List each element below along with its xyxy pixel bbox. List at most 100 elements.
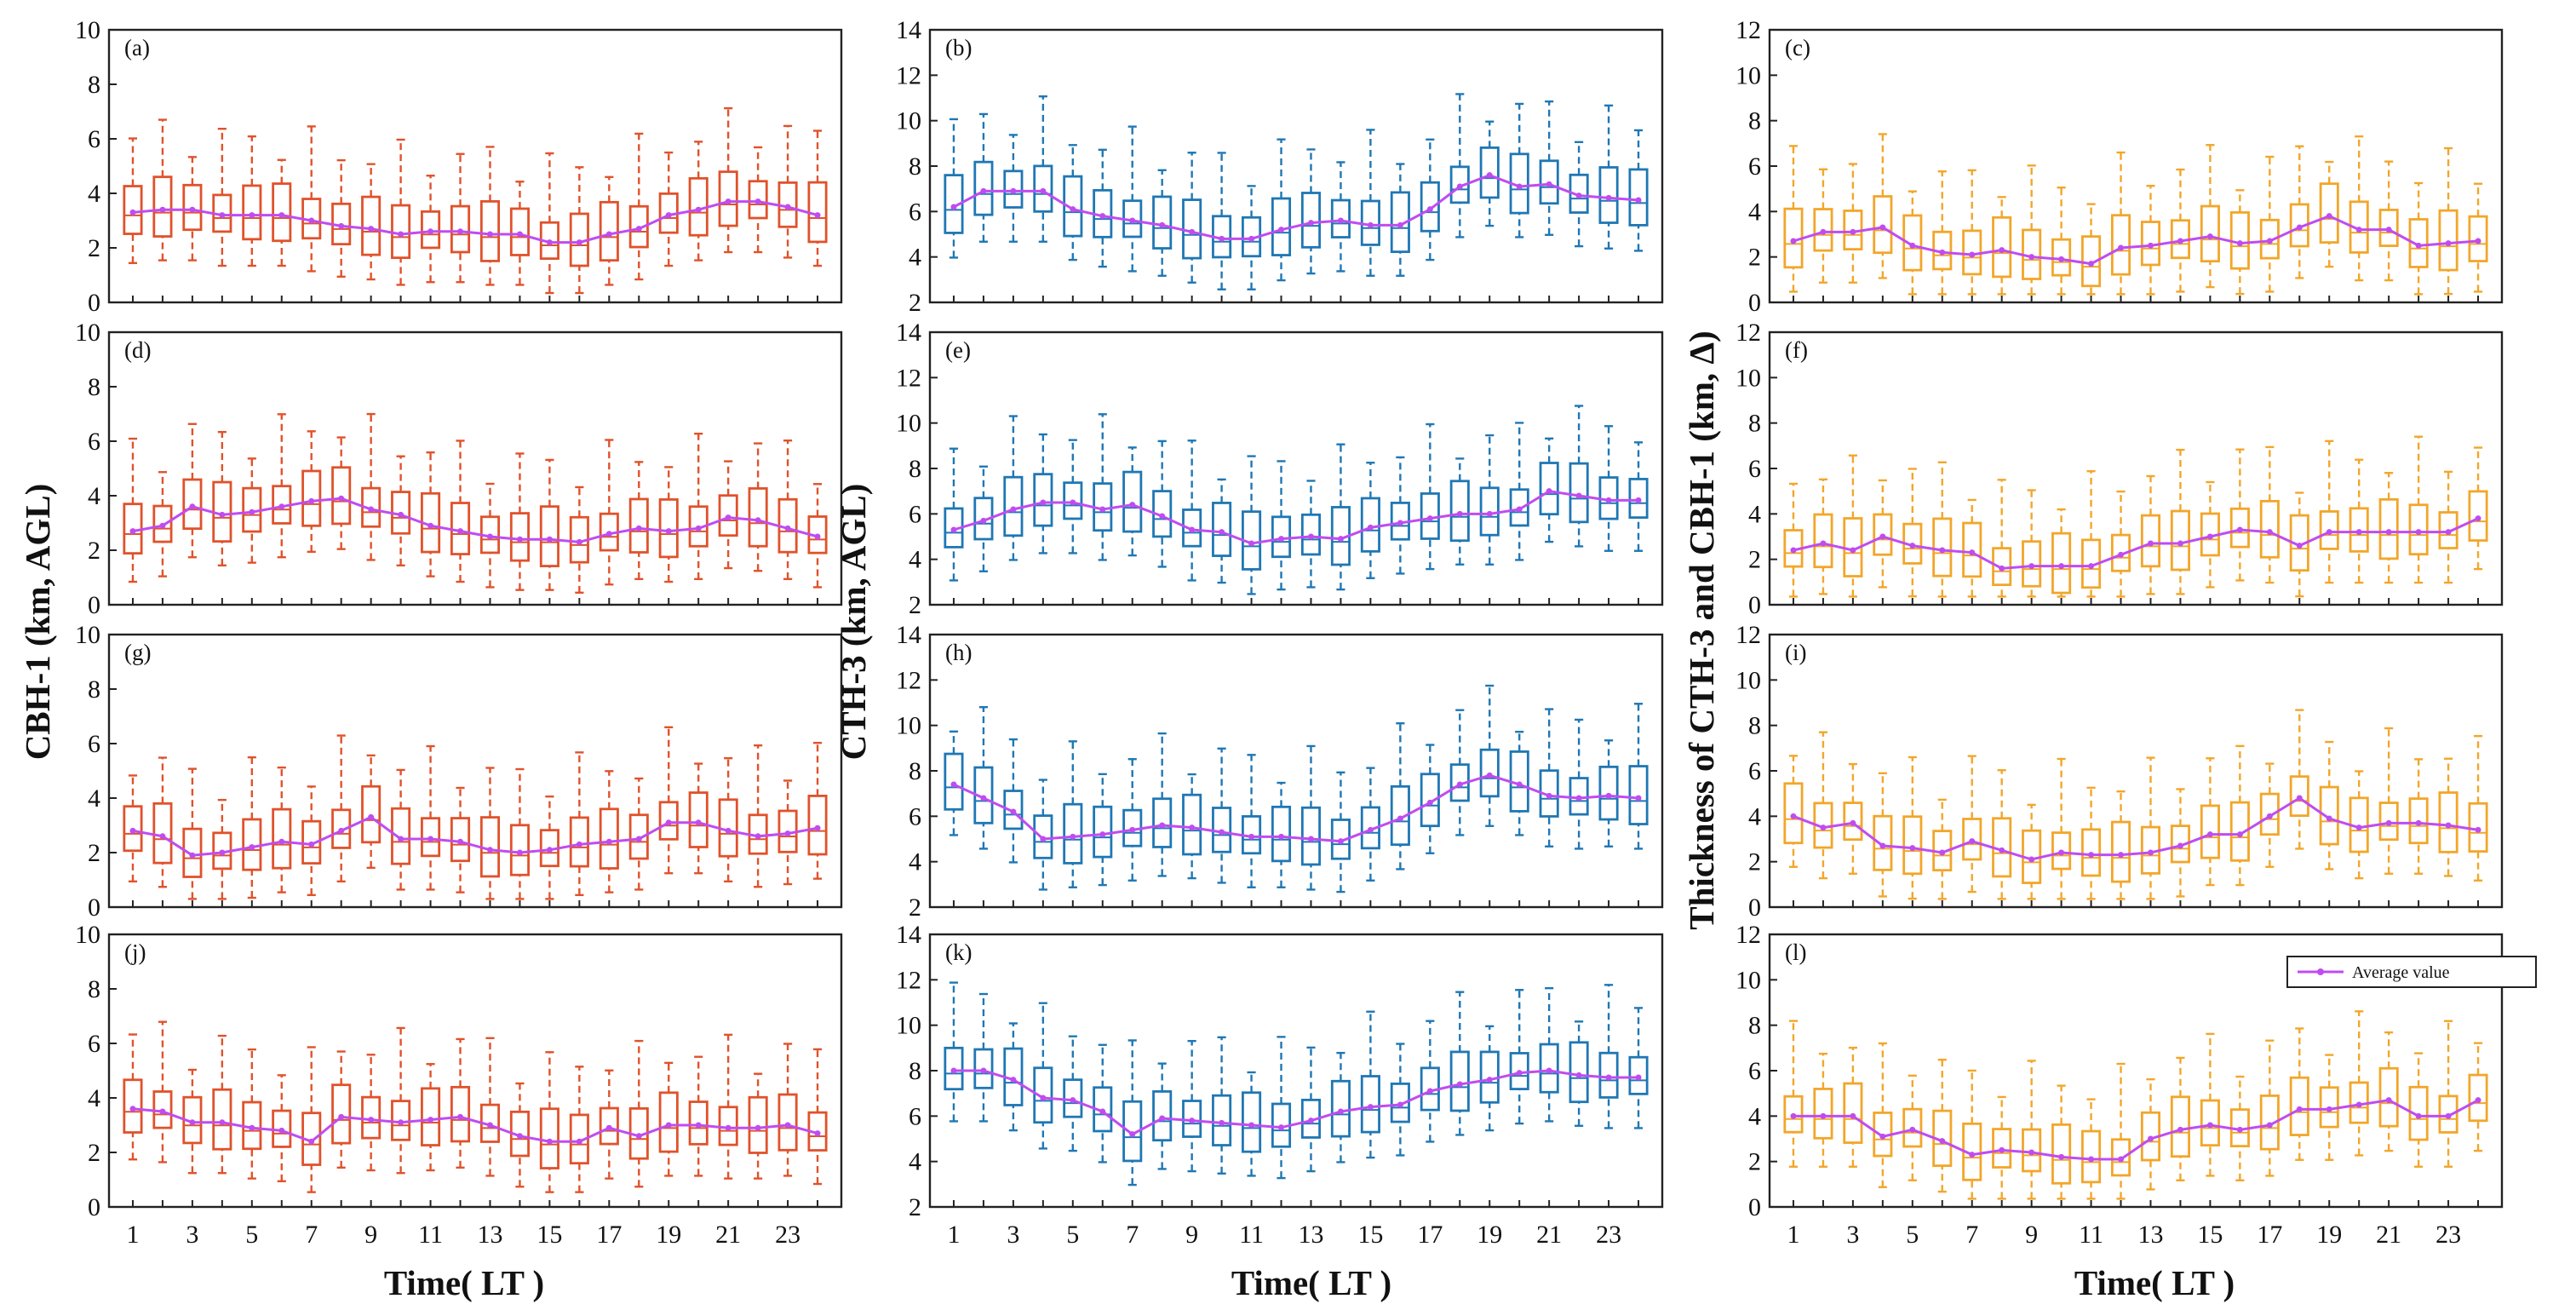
box-hour-16	[569, 166, 589, 295]
mean-point	[1939, 547, 1946, 554]
mean-point	[2088, 1156, 2095, 1163]
mean-point	[1456, 183, 1463, 190]
mean-point	[159, 833, 166, 840]
mean-point	[189, 1119, 196, 1126]
mean-point	[338, 827, 345, 834]
mean-point	[1575, 192, 1582, 199]
box	[1122, 470, 1143, 533]
mean-point	[486, 231, 493, 238]
box	[2200, 804, 2220, 859]
box	[212, 1088, 232, 1151]
box	[2438, 209, 2458, 272]
panel-label: (g)	[124, 640, 151, 665]
box-hour-11	[421, 451, 441, 577]
box-hour-20	[1509, 102, 1529, 238]
mean-point	[2296, 224, 2303, 231]
y-tick-label: 14	[896, 319, 921, 347]
box	[1063, 802, 1083, 865]
box	[2259, 792, 2280, 836]
mean-point	[278, 1127, 285, 1134]
x-tick-label: 19	[2316, 1221, 2342, 1249]
mean-point	[754, 517, 761, 524]
box-hour-21	[718, 106, 738, 254]
mean-point	[635, 226, 642, 233]
y-tick-label: 0	[1748, 289, 1761, 317]
mean-point	[950, 1067, 957, 1074]
mean-point	[1278, 536, 1285, 543]
mean-point	[1909, 543, 1916, 549]
box-hour-8	[1152, 1062, 1173, 1170]
box	[2408, 1085, 2429, 1141]
box-hour-3	[182, 156, 203, 261]
y-tick-label: 8	[1748, 410, 1761, 438]
mean-point	[1426, 1088, 1433, 1095]
box-hour-6	[1093, 148, 1113, 268]
box-hour-17	[2259, 1039, 2280, 1177]
box-hour-18	[1449, 991, 1470, 1136]
box-hour-18	[1449, 93, 1470, 238]
y-tick-label: 8	[88, 675, 100, 704]
box	[1182, 508, 1202, 548]
box-hour-20	[688, 1055, 709, 1177]
box-hour-5	[242, 756, 262, 899]
box	[2319, 785, 2339, 846]
mean-point	[219, 511, 226, 518]
ylabel-thickness: Thickness of CTH-3 and CBH-1 (km, Δ)	[1682, 330, 1721, 929]
box-hour-11	[2081, 203, 2102, 296]
panel-frame	[928, 330, 1664, 606]
box	[2022, 1128, 2042, 1173]
box-hour-13	[479, 1037, 501, 1177]
box	[1449, 165, 1470, 204]
box-hour-1	[944, 730, 964, 836]
x-tick-label: 17	[1417, 1221, 1443, 1249]
mean-point	[398, 231, 404, 238]
box	[123, 1078, 143, 1134]
mean-point	[1605, 792, 1612, 799]
panel-frame	[1768, 330, 2504, 606]
y-tick-label: 12	[896, 666, 921, 694]
box	[1152, 195, 1173, 250]
box-hour-19	[658, 1061, 679, 1177]
y-tick-label: 10	[896, 410, 921, 438]
x-tick-label: 1	[947, 1221, 960, 1249]
panel-frame	[107, 28, 843, 304]
box	[2259, 1095, 2280, 1151]
mean-point	[398, 836, 404, 842]
legend: Average value	[2286, 956, 2537, 988]
box-hour-11	[421, 744, 441, 891]
box-hour-21	[2378, 727, 2399, 875]
panel-b: 2 4 6 8 10 12 14 (b)	[896, 16, 1664, 317]
box-hour-7	[1962, 498, 1982, 598]
mean-point	[1367, 524, 1374, 531]
mean-point	[2206, 1122, 2213, 1129]
box-hour-15	[1360, 767, 1380, 882]
mean-point	[2326, 1106, 2332, 1112]
box-hour-6	[1093, 413, 1113, 561]
box-hour-3	[1843, 762, 1863, 875]
mean-point	[950, 781, 957, 788]
panel-frame	[1768, 28, 2504, 304]
mean-point	[129, 528, 136, 535]
box	[688, 791, 709, 848]
box-hour-15	[2200, 1032, 2220, 1177]
box	[628, 497, 649, 554]
mean-point	[338, 222, 345, 229]
y-tick-label: 10	[75, 319, 100, 347]
box-hour-6	[1932, 170, 1953, 296]
box-hour-4	[212, 430, 232, 567]
panel-f: 0 2 4 6 8 10 12 (f)	[1736, 319, 2504, 619]
y-tick-label: 14	[896, 16, 921, 44]
mean-point	[1546, 488, 1552, 495]
box	[1598, 765, 1619, 821]
box	[1902, 1107, 1923, 1148]
box	[361, 195, 382, 256]
box-hour-7	[1962, 169, 1982, 296]
box	[1783, 782, 1804, 845]
x-tick-label: 1	[126, 1221, 139, 1249]
panel-frame	[928, 633, 1664, 909]
mean-point	[1337, 838, 1344, 845]
legend-label: Average value	[2352, 963, 2450, 982]
box	[1598, 1051, 1619, 1099]
